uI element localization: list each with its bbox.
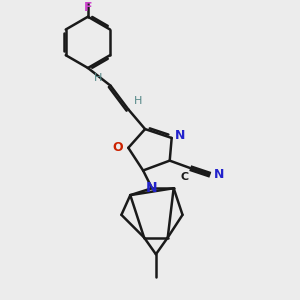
Text: F: F [84, 1, 92, 14]
Text: N: N [214, 168, 224, 181]
Text: H: H [94, 73, 102, 83]
Text: H: H [134, 97, 142, 106]
Text: C: C [180, 172, 188, 182]
Text: O: O [113, 141, 123, 154]
Text: N: N [175, 128, 185, 142]
Text: N: N [146, 181, 158, 195]
